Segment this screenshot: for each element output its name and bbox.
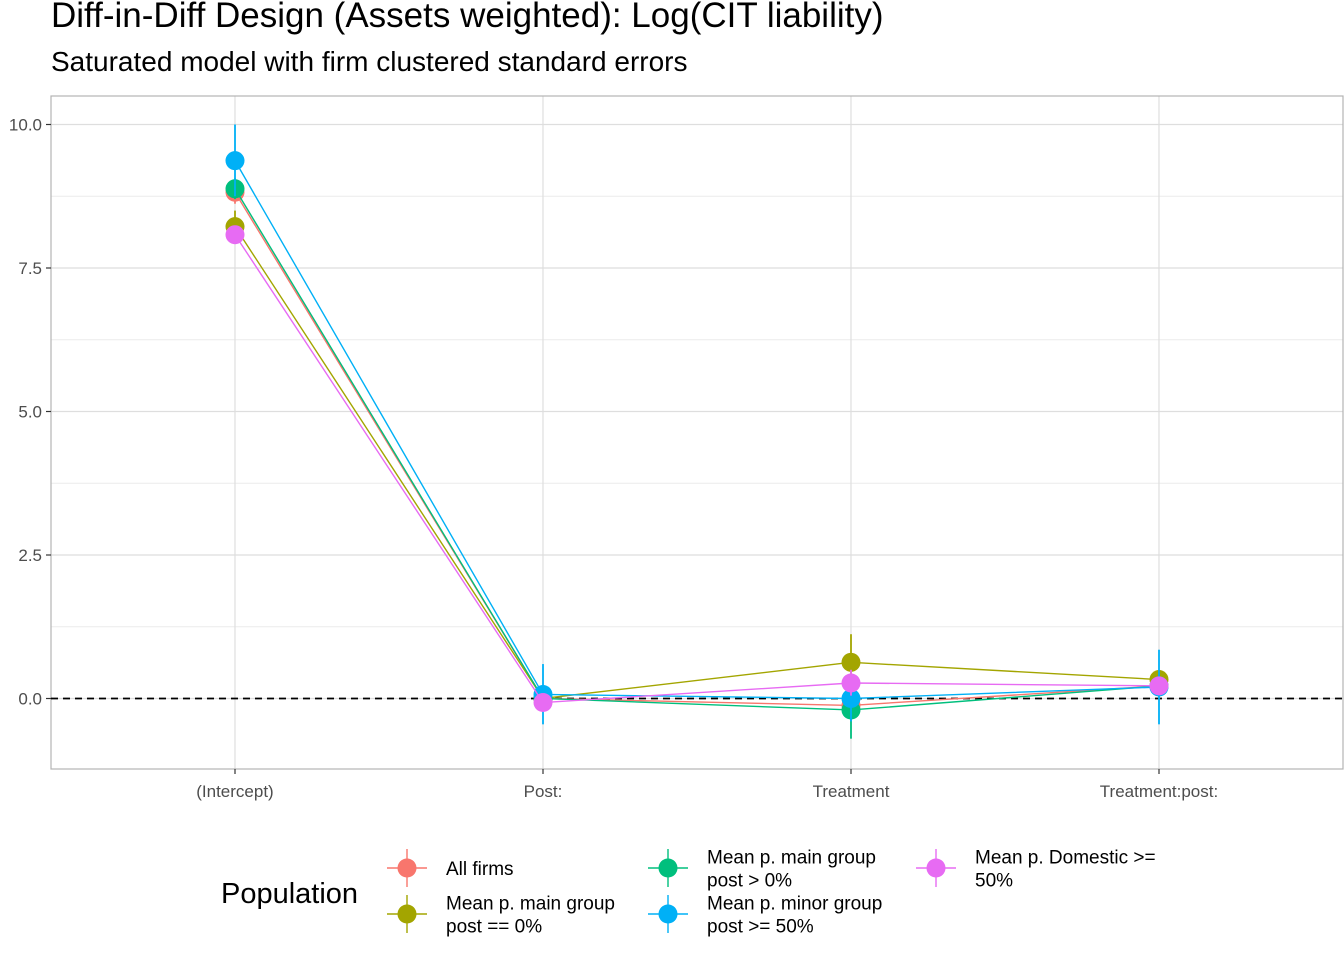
- x-tick-label: Post:: [524, 782, 563, 801]
- legend-item: All firms: [387, 849, 514, 887]
- minor-gridlines: [51, 195, 1343, 628]
- x-tick-label: Treatment: [813, 782, 890, 801]
- legend-label: Mean p. minor group: [707, 894, 882, 915]
- y-tick-label: 7.5: [18, 259, 42, 278]
- data-point: [225, 151, 245, 171]
- data-point: [1149, 676, 1169, 696]
- series-group: [225, 210, 1169, 708]
- data-point: [225, 225, 245, 245]
- y-tick-label: 10.0: [9, 116, 42, 135]
- y-tick-label: 5.0: [18, 403, 42, 422]
- x-axis: (Intercept) Post: Treatment Treatment:post:: [196, 769, 1218, 801]
- y-tick-label: 2.5: [18, 546, 42, 565]
- chart-subtitle: Saturated model with firm clustered stan…: [51, 46, 688, 77]
- data-point: [533, 693, 553, 713]
- legend-key-point: [397, 858, 417, 878]
- series-line: [234, 188, 1160, 711]
- chart-title: Diff-in-Diff Design (Assets weighted): L…: [51, 0, 884, 35]
- data-point: [841, 689, 861, 708]
- legend-key-point: [397, 904, 417, 924]
- panel-border: [50, 95, 1344, 770]
- legend-label: All firms: [446, 859, 514, 880]
- legend-label: Mean p. Domestic >=: [975, 848, 1156, 869]
- x-tick-label: (Intercept): [196, 782, 273, 801]
- legend-key-point: [926, 858, 946, 878]
- legend-label: Mean p. main group: [446, 894, 615, 915]
- legend-title: Population: [221, 878, 358, 910]
- legend-label: 50%: [975, 871, 1013, 892]
- series-group: [225, 180, 1169, 716]
- data-point: [841, 652, 861, 672]
- legend-key-point: [658, 858, 678, 878]
- data-point: [841, 673, 861, 693]
- series-line: [234, 234, 1160, 704]
- y-axis: 0.0 2.5 5.0 7.5 10.0: [9, 116, 51, 709]
- series-group: [225, 124, 1169, 725]
- legend-item: Mean p. Domestic >=50%: [916, 848, 1156, 892]
- major-gridlines: [51, 96, 1343, 769]
- series-group: [225, 178, 1169, 739]
- legend-key-point: [658, 904, 678, 924]
- y-tick-label: 0.0: [18, 690, 42, 709]
- legend-label: post >= 50%: [707, 917, 814, 938]
- series-line: [234, 191, 1160, 707]
- series-group: [225, 225, 1169, 713]
- legend-label: post == 0%: [446, 917, 542, 938]
- legend-label: post > 0%: [707, 871, 792, 892]
- legend-label: Mean p. main group: [707, 848, 876, 869]
- series-line: [234, 160, 1160, 700]
- series-layer: [225, 124, 1169, 739]
- x-tick-label: Treatment:post:: [1100, 782, 1218, 801]
- series-line: [234, 226, 1160, 700]
